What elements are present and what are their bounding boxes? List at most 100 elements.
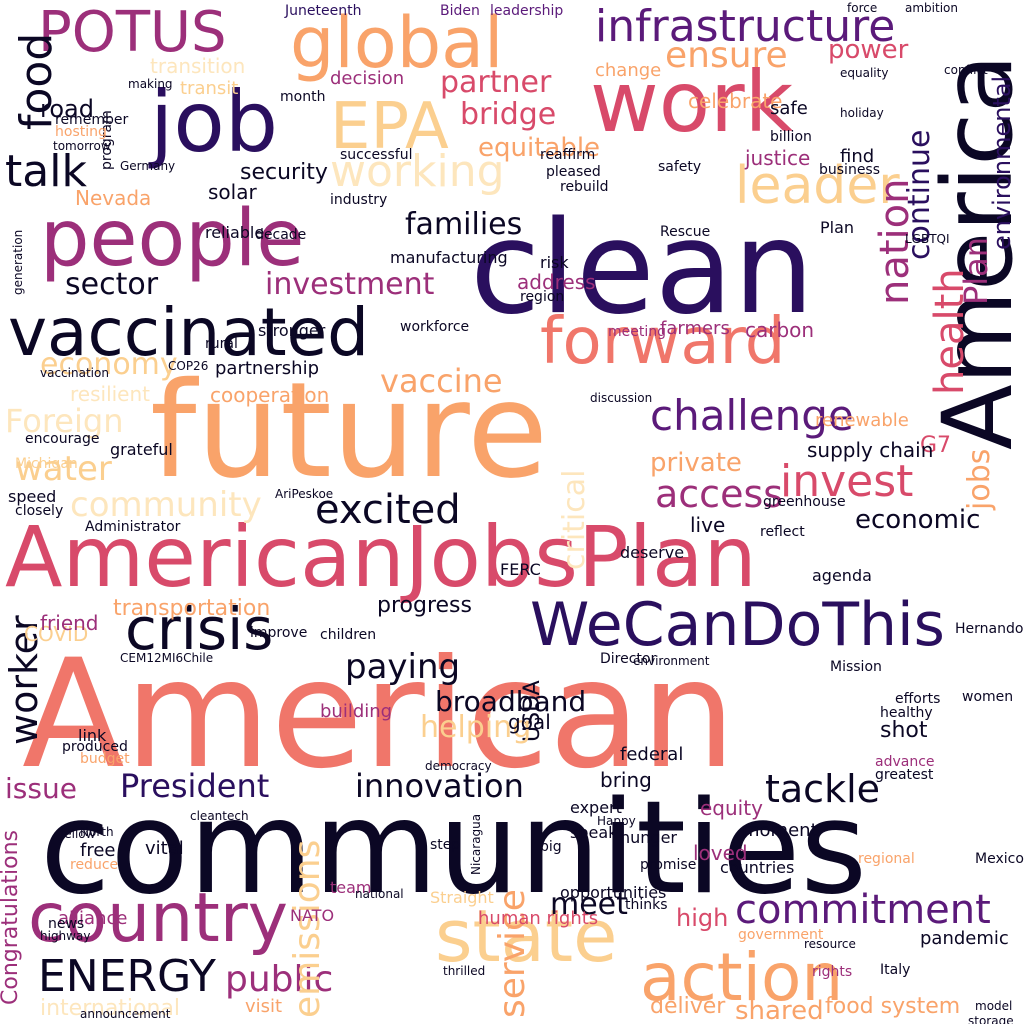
word-making: making	[128, 77, 173, 91]
word-challenge: challenge	[650, 391, 854, 440]
word-infrastructure: infrastructure	[595, 1, 896, 52]
word-agenda: agenda	[812, 566, 872, 585]
word-celebrate: celebrate	[688, 89, 783, 113]
word-democracy: democracy	[425, 759, 492, 773]
word-bring: bring	[600, 768, 652, 792]
word-reflect: reflect	[760, 524, 805, 540]
word-jobs: jobs	[962, 448, 997, 510]
word-state: state	[435, 894, 618, 978]
word-meeting: meeting	[608, 324, 667, 340]
word-ari-peskoe: AriPeskoe	[275, 487, 334, 501]
word-ferc: FERC	[500, 560, 541, 579]
word-vaccination: vaccination	[40, 366, 109, 380]
word-tomorrow: tomorrow	[53, 139, 111, 153]
word-epa: EPA	[330, 90, 449, 164]
word-happy: Happy	[597, 814, 636, 828]
word-equity: equity	[700, 796, 763, 820]
word-action: action	[640, 939, 844, 1016]
word-news: news	[48, 916, 85, 932]
word-resource: resource	[804, 937, 856, 951]
word-biden: Biden	[440, 3, 480, 19]
word-talk: talk	[5, 146, 87, 197]
word-encourage: encourage	[25, 431, 100, 447]
word-goal: goal	[508, 710, 551, 734]
word-invest: invest	[780, 456, 914, 507]
word-ensure: ensure	[665, 35, 788, 76]
word-vital: vital	[145, 838, 184, 859]
word-broadband: broadband	[435, 685, 587, 718]
word-federal: federal	[620, 744, 684, 765]
word-administrator: Administrator	[85, 519, 181, 535]
word-ambition: ambition	[905, 1, 958, 15]
word-progress: progress	[377, 593, 472, 618]
word-month: month	[280, 89, 326, 105]
word-access: access	[655, 472, 784, 516]
word-global: global	[290, 2, 504, 84]
word-president: President	[120, 767, 270, 805]
word-hosting: hosting	[55, 124, 107, 140]
word-regional: regional	[858, 851, 915, 867]
word-highway: highway	[40, 929, 91, 943]
word-women: women	[962, 689, 1014, 705]
word-pandemic: pandemic	[920, 928, 1009, 949]
word-transit: transit	[180, 78, 239, 99]
word-rescue: Rescue	[660, 224, 711, 240]
word-hernando: Hernando	[955, 621, 1024, 637]
word-road: road	[40, 95, 94, 123]
word-emissions: emissions	[287, 839, 328, 1018]
word-economic: economic	[855, 505, 981, 535]
word-potus-juneteenth: Juneteenth	[285, 3, 362, 19]
word-crisis: crisis	[125, 595, 274, 663]
word-leadership: leadership	[490, 3, 564, 19]
word-working: working	[330, 146, 505, 197]
word-italy: Italy	[880, 962, 911, 978]
word-we-can-do-this: WeCanDoThis	[530, 590, 945, 660]
word-step: step	[430, 837, 461, 853]
word-equality: equality	[840, 66, 889, 80]
word-improve: improve	[250, 625, 308, 641]
word-cooperation: cooperation	[210, 383, 330, 407]
word-free: free	[80, 840, 116, 861]
word-nevada: Nevada	[75, 186, 152, 210]
word-security: security	[240, 160, 328, 185]
word-excited: excited	[315, 487, 461, 533]
word-economy: economy	[40, 347, 178, 382]
word-hunger: hunger	[620, 828, 677, 847]
word-team: team	[330, 878, 372, 897]
word-nicaragua: Nicaragua	[469, 813, 483, 875]
word-decision: decision	[330, 68, 405, 89]
word-supply-chain: supply chain	[807, 438, 934, 462]
word-commitment: commitment	[735, 887, 991, 933]
word-decade: decade	[255, 227, 307, 243]
word-partner: partner	[440, 65, 552, 100]
word-thrilled: thrilled	[443, 964, 486, 978]
word-high: high	[676, 904, 729, 932]
word-nato: NATO	[290, 906, 335, 925]
word-children: children	[320, 627, 377, 643]
word-generation: generation	[11, 229, 25, 295]
word-renewable: renewable	[815, 410, 909, 431]
word-equitable: equitable	[478, 133, 601, 163]
word-sector: sector	[65, 267, 159, 302]
word-announcement: announcement	[80, 1007, 171, 1021]
word-national: national	[355, 887, 404, 901]
word-advance: advance	[875, 754, 935, 770]
word-stronger: stronger	[258, 321, 326, 340]
word-shared: shared	[735, 996, 824, 1024]
word-american: American	[22, 628, 736, 802]
word-clean: clean	[470, 194, 815, 343]
word-cem12: CEM12MI6Chile	[120, 651, 214, 665]
word-farmers: farmers	[660, 318, 730, 339]
word-billion: billion	[770, 129, 812, 145]
word-speed: speed	[8, 487, 57, 506]
word-human-rights: human rights	[478, 908, 599, 929]
word-expert: expert	[570, 798, 622, 817]
word-transportation: transportation	[113, 596, 271, 621]
word-alliance: alliance	[58, 908, 128, 929]
word-environment: environment	[633, 654, 710, 668]
word-thinks: thinks	[625, 897, 668, 913]
word-storage: storage	[968, 1014, 1014, 1024]
word-forward: forward	[540, 305, 786, 379]
word-communities: communities	[40, 774, 868, 923]
